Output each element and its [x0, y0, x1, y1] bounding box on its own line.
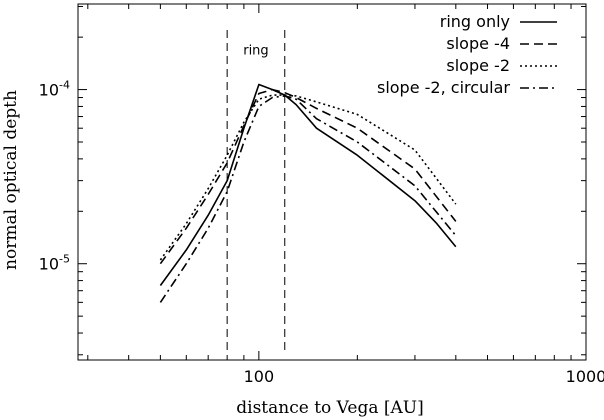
y-axis-label: normal optical depth	[1, 90, 21, 270]
series-line-1	[159, 83, 457, 286]
series-line-2	[159, 88, 457, 265]
plot-frame	[77, 3, 587, 361]
legend-label-4: slope -2, circular	[377, 78, 510, 97]
y-tick-label: 10-5	[39, 253, 70, 274]
plot-border	[77, 3, 587, 361]
ring-annotation: ring	[226, 29, 286, 355]
legend-label-3: slope -2	[446, 56, 510, 75]
series-layer	[159, 83, 457, 303]
x-tick-label: 1000	[566, 367, 604, 386]
series-line-3	[159, 94, 457, 261]
legend-label-2: slope -4	[446, 34, 510, 53]
series-line-4	[159, 95, 457, 303]
ticks-layer: 100 1000 10-5 10-4	[39, 4, 604, 386]
x-axis-label: distance to Vega [AU]	[236, 398, 423, 418]
ring-label: ring	[243, 43, 268, 58]
y-tick-label: 10-4	[39, 79, 70, 100]
x-tick-label: 100	[244, 367, 275, 386]
legend-label-1: ring only	[440, 12, 510, 31]
legend: ring only slope -4 slope -2 slope -2, circu…	[377, 12, 557, 97]
